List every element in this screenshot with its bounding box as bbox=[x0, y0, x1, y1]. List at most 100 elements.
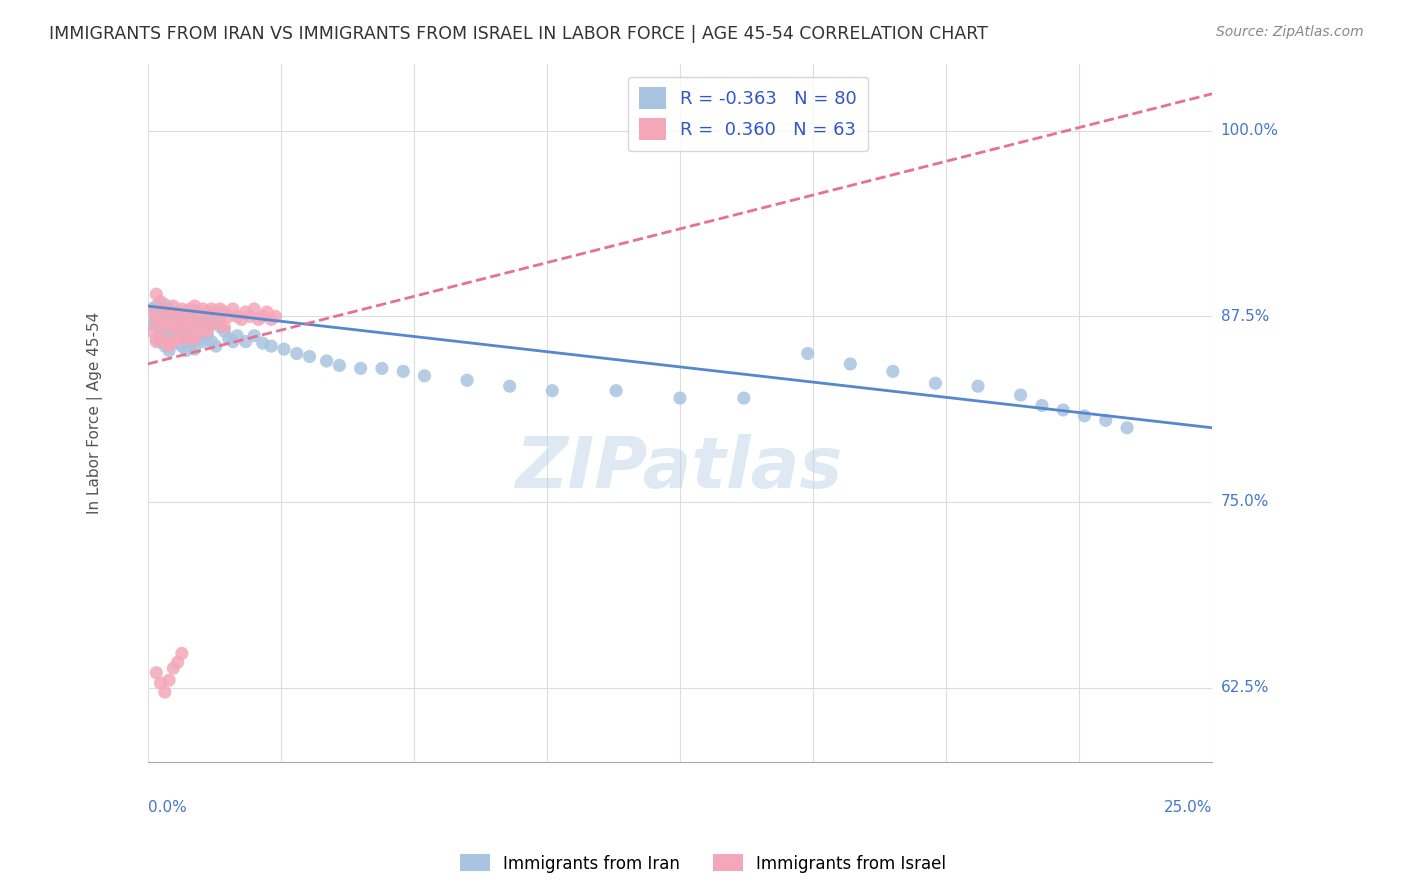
Point bbox=[1010, 388, 1032, 402]
Point bbox=[328, 359, 350, 373]
Point bbox=[191, 334, 214, 349]
Point bbox=[209, 301, 232, 316]
Point bbox=[174, 317, 197, 331]
Point bbox=[1116, 421, 1139, 435]
Point bbox=[157, 314, 180, 328]
Point bbox=[201, 317, 224, 331]
Point bbox=[191, 317, 214, 331]
Point bbox=[201, 301, 224, 316]
Point bbox=[166, 324, 188, 338]
Point bbox=[170, 647, 193, 661]
Point bbox=[839, 357, 862, 371]
Point bbox=[179, 317, 201, 331]
Point bbox=[187, 324, 209, 338]
Point bbox=[541, 384, 564, 398]
Point bbox=[157, 305, 180, 319]
Point bbox=[298, 350, 321, 364]
Text: 87.5%: 87.5% bbox=[1220, 309, 1268, 324]
Point bbox=[214, 319, 236, 334]
Legend: R = -0.363   N = 80, R =  0.360   N = 63: R = -0.363 N = 80, R = 0.360 N = 63 bbox=[628, 77, 868, 152]
Point bbox=[149, 319, 172, 334]
Point bbox=[315, 354, 337, 368]
Point bbox=[141, 324, 163, 338]
Point bbox=[149, 308, 172, 322]
Point bbox=[166, 656, 188, 670]
Point bbox=[197, 324, 219, 338]
Point bbox=[239, 310, 262, 324]
Text: 62.5%: 62.5% bbox=[1220, 680, 1270, 695]
Point bbox=[214, 305, 236, 319]
Point bbox=[162, 661, 184, 675]
Point bbox=[157, 339, 180, 353]
Point bbox=[170, 301, 193, 316]
Point bbox=[153, 334, 176, 349]
Point bbox=[145, 332, 167, 346]
Point bbox=[166, 317, 188, 331]
Point bbox=[197, 305, 219, 319]
Point bbox=[231, 312, 253, 326]
Point bbox=[174, 343, 197, 358]
Point bbox=[201, 334, 224, 349]
Point bbox=[149, 328, 172, 343]
Point bbox=[149, 334, 172, 349]
Point bbox=[260, 339, 283, 353]
Point bbox=[162, 299, 184, 313]
Point bbox=[153, 339, 176, 353]
Point bbox=[174, 305, 197, 319]
Point bbox=[252, 336, 274, 351]
Point bbox=[145, 334, 167, 349]
Text: Source: ZipAtlas.com: Source: ZipAtlas.com bbox=[1216, 25, 1364, 39]
Point bbox=[153, 685, 176, 699]
Point bbox=[226, 310, 249, 324]
Point bbox=[197, 310, 219, 324]
Point bbox=[141, 317, 163, 331]
Point bbox=[222, 334, 245, 349]
Point bbox=[166, 312, 188, 326]
Point bbox=[197, 328, 219, 343]
Point bbox=[187, 317, 209, 331]
Point bbox=[252, 310, 274, 324]
Point bbox=[183, 314, 205, 328]
Point bbox=[157, 673, 180, 687]
Point bbox=[166, 332, 188, 346]
Point bbox=[413, 368, 436, 383]
Point bbox=[149, 676, 172, 690]
Point bbox=[141, 301, 163, 316]
Point bbox=[174, 319, 197, 334]
Point bbox=[392, 364, 415, 378]
Point bbox=[605, 384, 627, 398]
Text: 100.0%: 100.0% bbox=[1220, 123, 1278, 138]
Text: 75.0%: 75.0% bbox=[1220, 494, 1268, 509]
Point bbox=[882, 364, 904, 378]
Point bbox=[170, 317, 193, 331]
Point bbox=[183, 299, 205, 313]
Point bbox=[145, 314, 167, 328]
Point bbox=[967, 379, 990, 393]
Point bbox=[179, 339, 201, 353]
Point bbox=[226, 328, 249, 343]
Point bbox=[235, 305, 257, 319]
Point bbox=[218, 310, 240, 324]
Point bbox=[669, 391, 692, 405]
Point bbox=[157, 319, 180, 334]
Point bbox=[183, 327, 205, 342]
Legend: Immigrants from Iran, Immigrants from Israel: Immigrants from Iran, Immigrants from Is… bbox=[453, 847, 953, 880]
Point bbox=[157, 343, 180, 358]
Point bbox=[162, 334, 184, 349]
Point bbox=[166, 336, 188, 351]
Point bbox=[179, 301, 201, 316]
Point bbox=[260, 312, 283, 326]
Text: In Labor Force | Age 45-54: In Labor Force | Age 45-54 bbox=[87, 312, 103, 514]
Point bbox=[183, 332, 205, 346]
Point bbox=[187, 332, 209, 346]
Point bbox=[273, 342, 295, 356]
Point bbox=[456, 373, 478, 387]
Point bbox=[371, 361, 394, 376]
Point bbox=[191, 301, 214, 316]
Point bbox=[796, 346, 818, 360]
Point bbox=[222, 301, 245, 316]
Point bbox=[214, 324, 236, 338]
Point bbox=[205, 312, 228, 326]
Point bbox=[350, 361, 373, 376]
Point bbox=[247, 312, 270, 326]
